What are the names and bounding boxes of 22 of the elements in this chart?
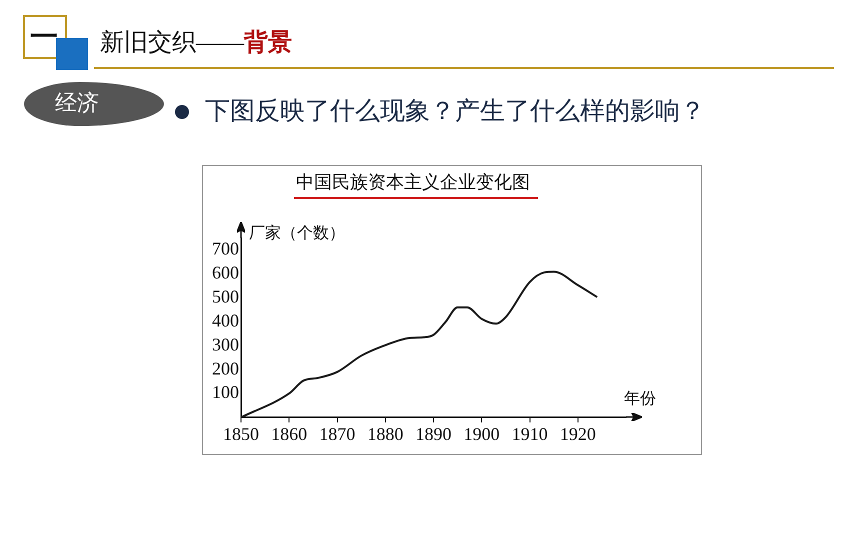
y-tick-label: 500 (212, 286, 239, 307)
x-axis-title: 年份 (624, 388, 656, 408)
x-tick-label: 1850 (223, 424, 259, 444)
x-tick-label: 1900 (464, 424, 500, 444)
y-tick-label: 200 (212, 358, 239, 378)
x-tick-label: 1920 (560, 424, 596, 444)
text: 下图反映了什么现象？产生了什么样的影响？ (205, 95, 705, 127)
y-tick-label: 300 (212, 334, 239, 354)
text: 背景 (244, 30, 292, 56)
y-tick-label: 100 (212, 382, 239, 402)
y-axis-title: 厂家（个数） (249, 223, 345, 242)
text: 经济 (55, 90, 99, 118)
x-tick-label: 1890 (416, 424, 452, 444)
y-tick-label: 600 (212, 262, 239, 283)
y-tick-label: 400 (212, 310, 239, 330)
y-tick-label: 700 (212, 238, 239, 259)
x-tick-label: 1860 (271, 424, 308, 444)
text: 一 (30, 19, 58, 55)
x-tick-label: 1870 (319, 424, 356, 444)
x-tick-label: 1880 (367, 424, 404, 444)
chart-title: 中国民族资本主义企业变化图 (296, 171, 530, 194)
x-tick-label: 1910 (512, 424, 548, 444)
